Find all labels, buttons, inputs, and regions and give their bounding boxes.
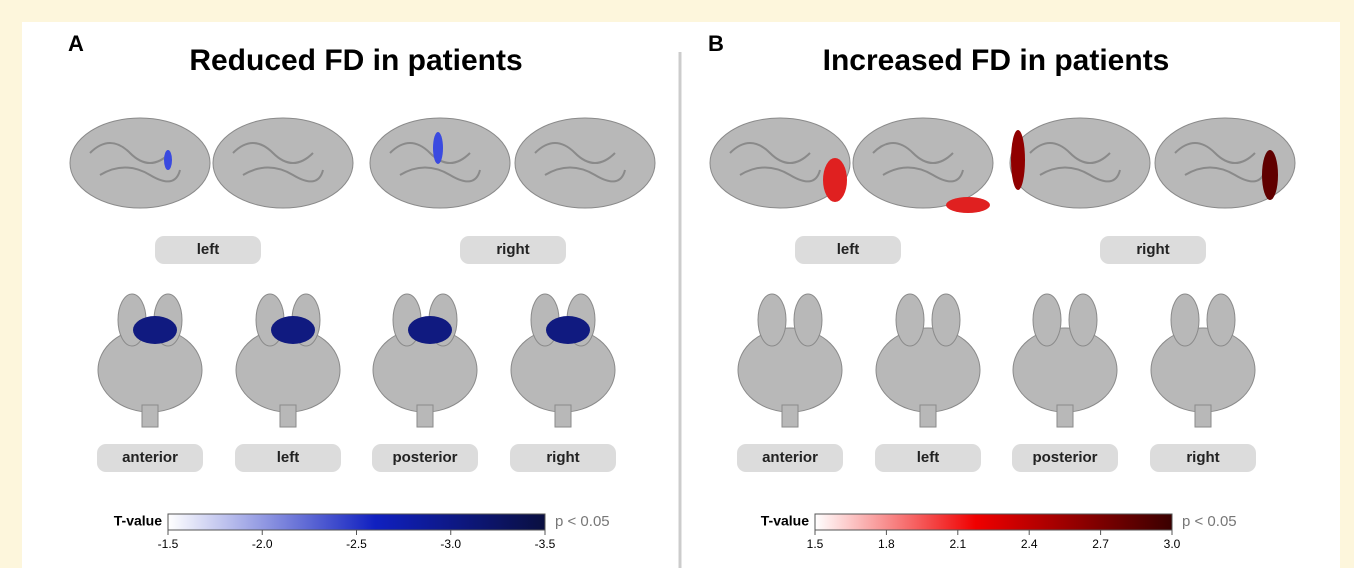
view-label: left: [917, 449, 940, 466]
colorbar: [815, 514, 1172, 530]
cluster: [433, 132, 443, 164]
subcortex-view: [142, 405, 158, 427]
colorbar-tick-label: 1.5: [807, 537, 824, 551]
colorbar-tick-label: 1.8: [878, 537, 895, 551]
cluster: [164, 150, 172, 170]
cluster: [408, 316, 452, 344]
colorbar-tick-label: -3.5: [535, 537, 556, 551]
cortex-view: [515, 118, 655, 208]
subcortex-view: [920, 405, 936, 427]
subcortex-view: [1195, 405, 1211, 427]
cortex-view: [853, 118, 993, 208]
subcortex-view: [1207, 294, 1235, 346]
cluster: [823, 158, 847, 202]
colorbar-tick-label: -3.0: [440, 537, 461, 551]
colorbar-threshold: p < 0.05: [555, 513, 610, 530]
colorbar-tick-label: 2.7: [1092, 537, 1109, 551]
cluster: [1011, 130, 1025, 190]
cortex-view: [370, 118, 510, 208]
view-label: left: [197, 241, 220, 258]
view-label: anterior: [122, 449, 178, 466]
cluster: [946, 197, 990, 213]
colorbar-tick-label: -1.5: [158, 537, 179, 551]
subcortex-view: [555, 405, 571, 427]
subcortex-view: [782, 405, 798, 427]
cluster: [546, 316, 590, 344]
subcortex-view: [876, 328, 980, 412]
subcortex-view: [1057, 405, 1073, 427]
view-label: posterior: [392, 449, 457, 466]
subcortex-view: [1013, 328, 1117, 412]
colorbar-tick-label: -2.0: [252, 537, 273, 551]
view-label: anterior: [762, 449, 818, 466]
subcortex-view: [932, 294, 960, 346]
subcortex-view: [1033, 294, 1061, 346]
colorbar-label: T-value: [761, 513, 809, 529]
colorbar-label: T-value: [114, 513, 162, 529]
cluster: [133, 316, 177, 344]
subcortex-view: [417, 405, 433, 427]
view-label: right: [1136, 241, 1169, 258]
cortex-view: [1010, 118, 1150, 208]
subcortex-view: [794, 294, 822, 346]
view-label: right: [1186, 449, 1219, 466]
colorbar-tick-label: 2.1: [949, 537, 966, 551]
view-label: left: [277, 449, 300, 466]
panel-letter: A: [68, 31, 84, 56]
cluster: [1262, 150, 1278, 200]
subcortex-view: [738, 328, 842, 412]
colorbar-tick-label: 2.4: [1021, 537, 1038, 551]
colorbar-tick-label: -2.5: [346, 537, 367, 551]
colorbar-tick-label: 3.0: [1164, 537, 1181, 551]
cortex-view: [70, 118, 210, 208]
subcortex-view: [1151, 328, 1255, 412]
subcortex-view: [758, 294, 786, 346]
view-label: right: [546, 449, 579, 466]
panel-title: Reduced FD in patients: [189, 44, 522, 77]
subcortex-view: [280, 405, 296, 427]
subcortex-view: [1171, 294, 1199, 346]
colorbar-threshold: p < 0.05: [1182, 513, 1237, 530]
subcortex-view: [1069, 294, 1097, 346]
figure: A Reduced FD in patients left right anterior…: [0, 0, 1354, 568]
view-label: posterior: [1032, 449, 1097, 466]
colorbar: [168, 514, 545, 530]
view-label: left: [837, 241, 860, 258]
panel-title: Increased FD in patients: [823, 44, 1170, 77]
subcortex-view: [896, 294, 924, 346]
cortex-view: [213, 118, 353, 208]
cluster: [271, 316, 315, 344]
view-label: right: [496, 241, 529, 258]
panel-letter: B: [708, 31, 724, 56]
